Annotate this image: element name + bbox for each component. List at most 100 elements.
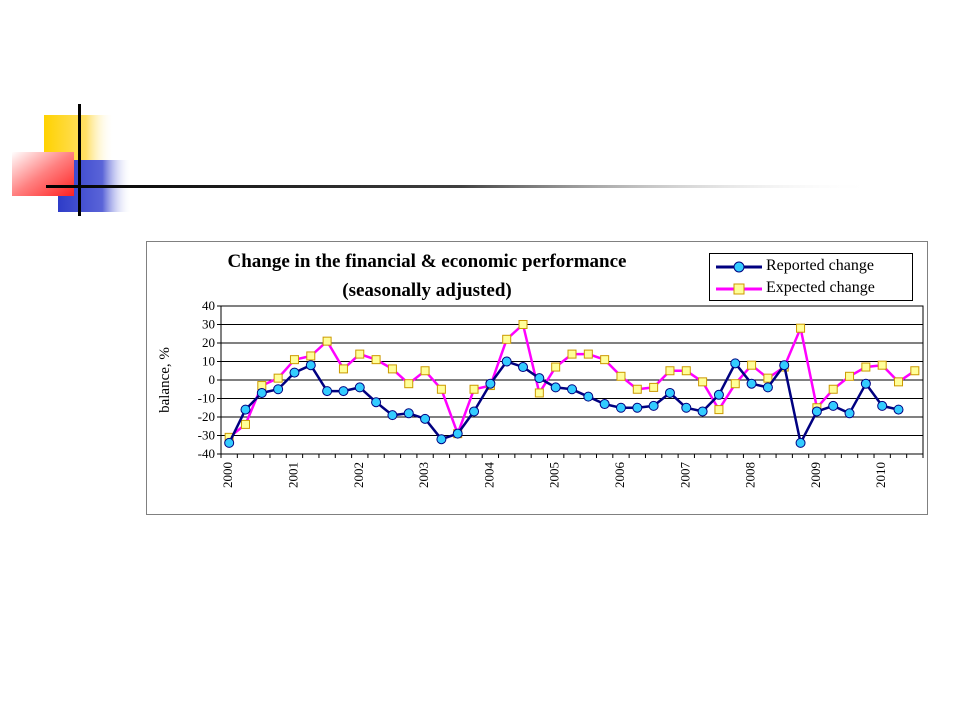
legend-marker-expected: [716, 283, 762, 295]
data-point-reported: [632, 402, 643, 413]
data-point-reported: [240, 404, 251, 415]
data-point-expected: [371, 355, 381, 365]
data-point-expected: [681, 366, 691, 376]
data-point-expected: [583, 349, 593, 359]
y-tick-label: 10: [202, 354, 215, 369]
data-point-expected: [796, 323, 806, 333]
data-point-expected: [567, 349, 577, 359]
data-point-reported: [893, 404, 904, 415]
deco-red-square: [12, 152, 74, 196]
x-tick-label: 2009: [808, 462, 823, 488]
data-point-reported: [844, 408, 855, 419]
data-point-expected: [322, 336, 332, 346]
chart-subtitle: (seasonally adjusted): [342, 280, 512, 301]
data-point-expected: [828, 384, 838, 394]
x-tick-label: 2003: [416, 462, 431, 488]
data-point-reported: [828, 400, 839, 411]
legend-marker-reported: [716, 261, 762, 273]
data-point-reported: [420, 413, 431, 424]
data-point-reported: [779, 360, 790, 371]
data-point-expected: [306, 351, 316, 361]
data-point-reported: [746, 378, 757, 389]
data-point-reported: [583, 391, 594, 402]
data-point-reported: [289, 367, 300, 378]
data-point-expected: [387, 364, 397, 374]
data-point-reported: [338, 386, 349, 397]
data-point-reported: [762, 382, 773, 393]
data-point-reported: [273, 384, 284, 395]
data-point-expected: [730, 379, 740, 389]
data-point-expected: [420, 366, 430, 376]
data-point-reported: [664, 387, 675, 398]
x-tick-label: 2008: [743, 462, 758, 488]
legend-label-reported: Reported change: [766, 257, 874, 274]
data-point-reported: [501, 356, 512, 367]
data-point-reported: [518, 362, 529, 373]
x-tick-label: 2010: [873, 462, 888, 488]
data-point-reported: [550, 382, 561, 393]
y-tick-label: -30: [198, 428, 215, 443]
data-point-reported: [371, 397, 382, 408]
data-point-reported: [713, 389, 724, 400]
data-point-expected: [665, 366, 675, 376]
data-point-expected: [845, 371, 855, 381]
data-point-reported: [648, 400, 659, 411]
data-point-expected: [534, 388, 544, 398]
legend-item-reported: Reported change: [710, 256, 912, 278]
x-tick-label: 2005: [547, 462, 562, 488]
data-point-reported: [697, 406, 708, 417]
chart-container: 40 30 20 10 0 -10 -20 -30 -40 2000 2001 2002 2003 200…: [146, 241, 928, 515]
data-point-reported: [730, 358, 741, 369]
data-point-reported: [615, 402, 626, 413]
data-point-reported: [567, 384, 577, 395]
y-tick-label: 40: [202, 298, 215, 313]
data-point-expected: [649, 382, 659, 392]
data-point-expected: [518, 320, 528, 329]
data-point-expected: [763, 373, 773, 383]
x-tick-label: 2007: [677, 462, 692, 489]
x-tick-label: 2000: [220, 462, 235, 488]
x-tick-label: 2002: [351, 462, 366, 488]
data-point-expected: [273, 373, 283, 383]
data-point-reported: [256, 387, 267, 398]
data-point-reported: [452, 428, 463, 439]
data-point-reported: [436, 434, 447, 445]
y-tick-label: -40: [198, 446, 215, 461]
x-tick-label: 2004: [481, 462, 496, 489]
data-point-expected: [600, 355, 610, 365]
data-point-reported: [403, 408, 414, 419]
data-point-reported: [681, 402, 692, 413]
data-point-expected: [436, 384, 446, 394]
x-tick-label: 2006: [612, 462, 627, 489]
data-point-reported: [485, 378, 496, 389]
data-point-expected: [861, 362, 871, 372]
data-point-expected: [355, 349, 365, 359]
data-point-expected: [632, 384, 642, 394]
data-point-reported: [387, 410, 398, 421]
data-point-expected: [240, 419, 250, 429]
data-point-expected: [877, 360, 887, 370]
y-tick-label: 30: [202, 317, 215, 332]
data-point-expected: [910, 366, 920, 376]
data-point-reported: [469, 406, 480, 417]
y-tick-label: -20: [198, 409, 215, 424]
y-tick-label: -10: [198, 391, 215, 406]
y-axis-label: balance, %: [157, 347, 173, 413]
data-point-reported: [877, 400, 888, 411]
data-point-reported: [322, 386, 333, 397]
data-point-reported: [224, 437, 235, 448]
data-point-reported: [534, 373, 545, 384]
data-point-reported: [811, 406, 822, 417]
data-point-reported: [354, 382, 365, 393]
deco-vertical-line: [78, 104, 81, 216]
data-point-expected: [747, 360, 757, 370]
chart-title: Change in the financial & economic perfo…: [227, 251, 627, 272]
data-point-expected: [616, 371, 626, 381]
x-tick-label: 2001: [285, 462, 300, 488]
slide-decoration: [12, 104, 876, 216]
data-point-expected: [289, 355, 299, 365]
data-point-expected: [502, 334, 512, 344]
data-point-reported: [860, 378, 871, 389]
y-tick-label: 20: [202, 335, 215, 350]
